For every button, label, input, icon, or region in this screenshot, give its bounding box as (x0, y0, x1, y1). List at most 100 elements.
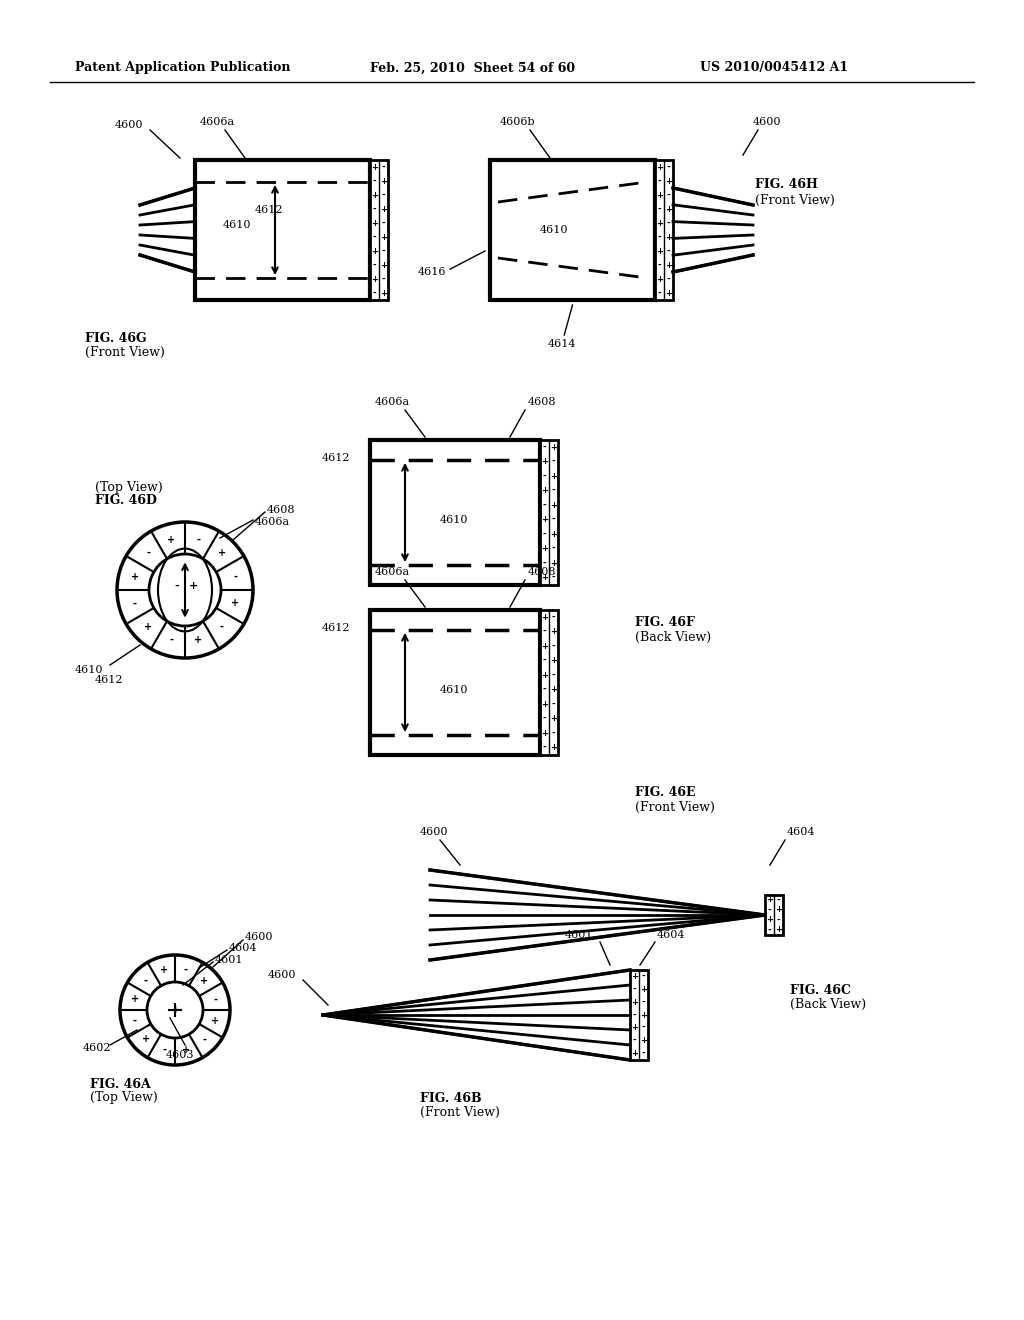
Text: -: - (657, 232, 662, 242)
Text: 4601: 4601 (565, 931, 594, 940)
Text: +: + (640, 1036, 647, 1045)
Text: -: - (183, 965, 187, 975)
Bar (765, 895, 783, 935)
Text: +: + (656, 247, 663, 256)
Text: -: - (543, 685, 547, 694)
Text: +: + (656, 190, 663, 199)
Text: +: + (631, 972, 638, 981)
Text: +: + (371, 275, 378, 284)
Text: -: - (552, 573, 555, 582)
Text: +: + (665, 205, 672, 214)
Text: -: - (642, 972, 645, 981)
Text: -: - (642, 1049, 645, 1059)
Text: 4608: 4608 (267, 506, 296, 515)
Text: -: - (543, 627, 547, 636)
Text: FIG. 46A: FIG. 46A (90, 1078, 151, 1092)
Bar (540, 440, 558, 585)
Text: FIG. 46D: FIG. 46D (95, 494, 157, 507)
Text: 4602: 4602 (83, 1043, 112, 1053)
Text: 4616: 4616 (418, 267, 446, 277)
Text: +: + (541, 457, 548, 466)
Text: (Back View): (Back View) (635, 631, 711, 644)
Text: +: + (218, 548, 226, 558)
Text: -: - (373, 205, 376, 214)
Text: -: - (552, 700, 555, 709)
Text: +: + (168, 535, 175, 545)
Text: -: - (543, 743, 547, 752)
Text: 4608: 4608 (528, 568, 556, 577)
Text: +: + (656, 219, 663, 227)
Text: FIG. 46E: FIG. 46E (635, 787, 695, 800)
Text: +: + (550, 500, 557, 510)
Text: +: + (211, 1016, 219, 1026)
Text: -: - (776, 895, 780, 904)
Text: (Front View): (Front View) (85, 346, 165, 359)
Text: 4606a: 4606a (200, 117, 236, 127)
Bar (370, 610, 540, 755)
Text: +: + (231, 598, 240, 609)
Text: +: + (550, 656, 557, 665)
Text: 4600: 4600 (245, 932, 273, 942)
Text: -: - (133, 598, 137, 609)
Text: 4608: 4608 (528, 397, 556, 407)
Text: +: + (541, 700, 548, 709)
Text: -: - (667, 219, 671, 227)
Bar (490, 160, 655, 300)
Text: +: + (665, 232, 672, 242)
Text: +: + (665, 289, 672, 297)
Text: 4612: 4612 (322, 453, 350, 463)
Text: +: + (775, 925, 782, 935)
Text: -: - (382, 162, 385, 172)
Text: -: - (552, 671, 555, 680)
Text: -: - (543, 442, 547, 451)
Text: -: - (373, 289, 376, 297)
Text: -: - (543, 656, 547, 665)
Text: (Back View): (Back View) (790, 998, 866, 1011)
Text: -: - (233, 572, 238, 582)
Text: +: + (131, 994, 139, 1005)
Text: +: + (371, 219, 378, 227)
Text: -: - (543, 558, 547, 568)
Text: +: + (665, 260, 672, 269)
Text: -: - (552, 486, 555, 495)
Text: 4603: 4603 (166, 1049, 195, 1060)
Text: +: + (160, 965, 168, 975)
Text: -: - (382, 275, 385, 284)
Text: +: + (188, 581, 198, 591)
Text: -: - (667, 275, 671, 284)
Text: +: + (541, 642, 548, 651)
Text: -: - (213, 994, 217, 1005)
Text: +: + (170, 1005, 179, 1015)
Bar (370, 440, 540, 585)
Text: -: - (633, 1011, 636, 1019)
Bar (630, 970, 648, 1060)
Text: +: + (541, 729, 548, 738)
Text: +: + (550, 558, 557, 568)
Text: +: + (550, 529, 557, 539)
Text: -: - (382, 219, 385, 227)
Text: +: + (541, 573, 548, 582)
Text: -: - (197, 535, 201, 545)
Text: +: + (550, 471, 557, 480)
Text: -: - (203, 1035, 207, 1044)
Text: +: + (665, 177, 672, 186)
Text: +: + (181, 1045, 189, 1055)
Text: FIG. 46G: FIG. 46G (85, 331, 146, 345)
Text: 4610: 4610 (440, 515, 469, 525)
Text: +: + (371, 190, 378, 199)
Text: (Front View): (Front View) (755, 194, 835, 206)
Text: 4610: 4610 (540, 224, 568, 235)
Text: FIG. 46F: FIG. 46F (635, 616, 695, 630)
Text: 4600: 4600 (115, 120, 143, 129)
Text: -: - (552, 612, 555, 622)
Text: -: - (642, 1023, 645, 1032)
Text: -: - (768, 906, 771, 915)
Text: -: - (175, 581, 179, 591)
Text: 4606a: 4606a (375, 397, 411, 407)
Text: +: + (541, 544, 548, 553)
Text: +: + (550, 714, 557, 723)
Text: -: - (543, 471, 547, 480)
Text: -: - (633, 985, 636, 994)
Text: +: + (541, 486, 548, 495)
Text: 4600: 4600 (420, 828, 449, 837)
